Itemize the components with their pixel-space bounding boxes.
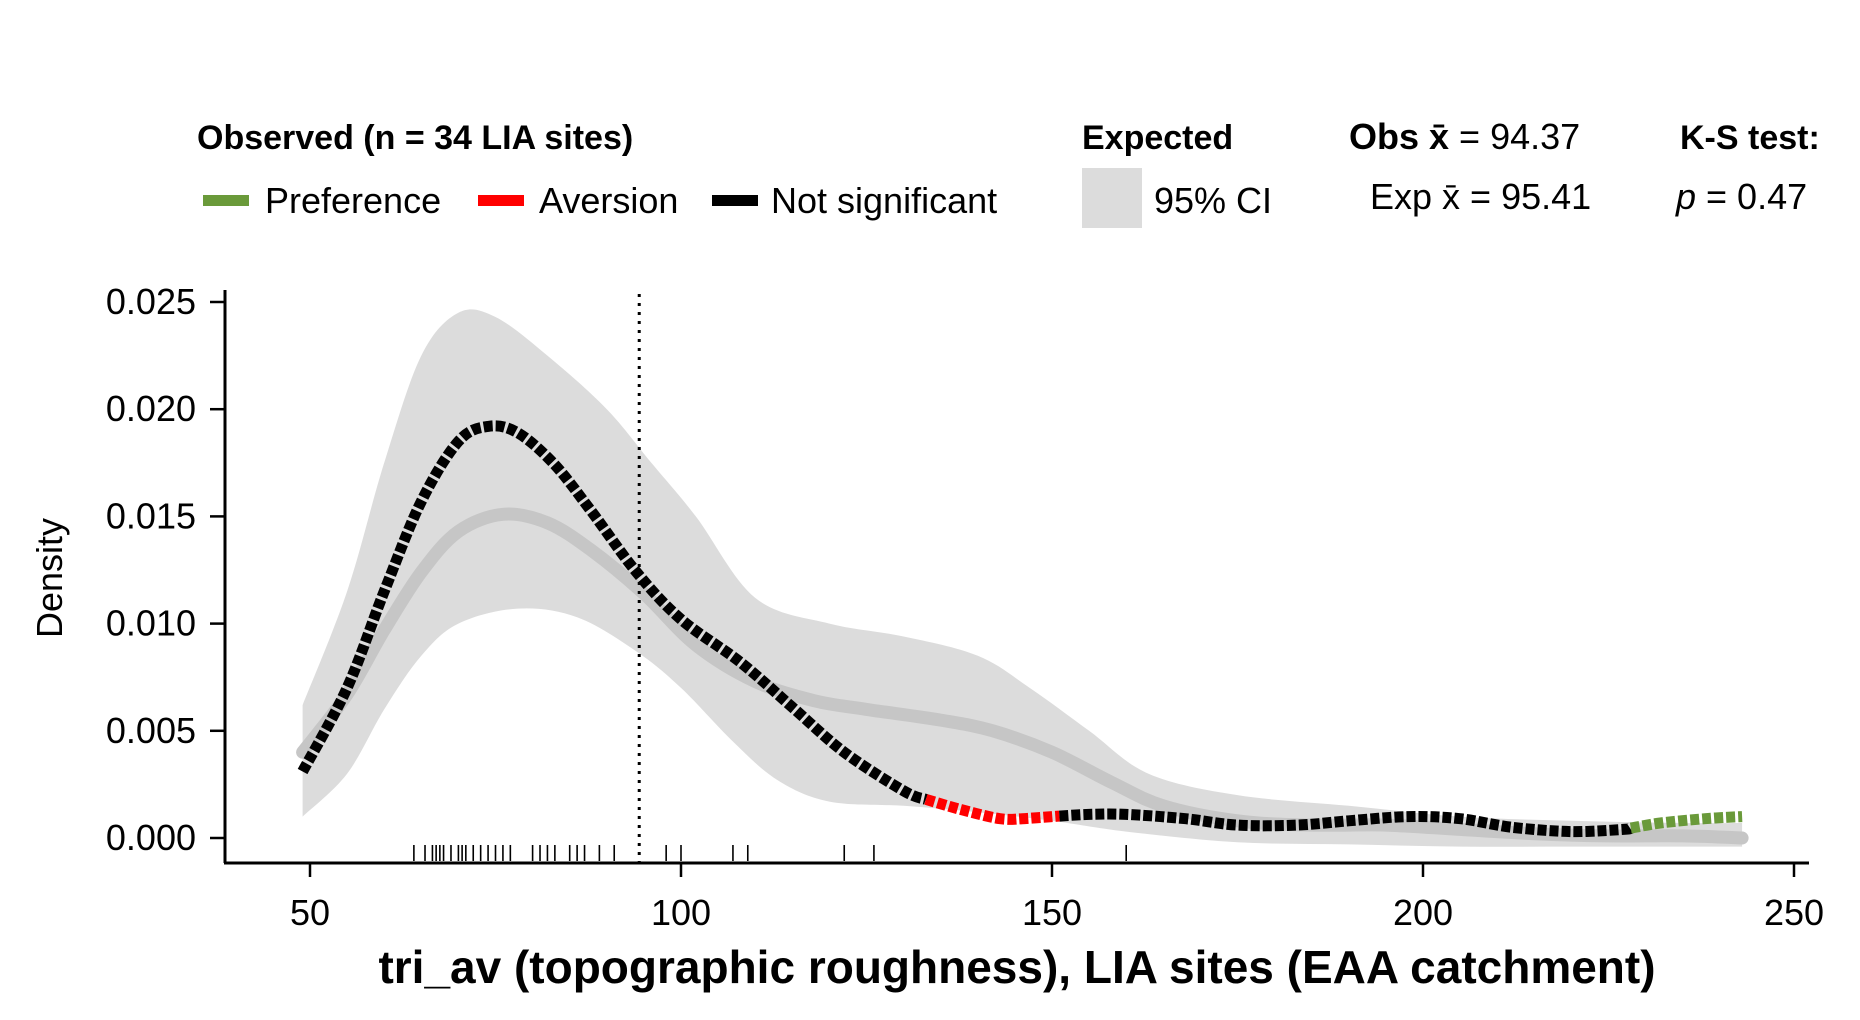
x-tick-label: 200 [1393, 892, 1453, 933]
x-tick-label: 250 [1764, 892, 1824, 933]
y-tick-label: 0.010 [106, 603, 196, 644]
legend-obs-mean: Obs x̄ = 94.37 [1349, 116, 1580, 157]
legend-aversion-swatch [478, 195, 524, 206]
plot-area: 50 100 150 200 250 0.000 0.005 0.010 0.015 0.020 0… [106, 281, 1824, 933]
legend: Observed (n = 34 LIA sites) Preference A… [197, 116, 1820, 228]
expected-line [296, 507, 1749, 845]
y-tick-label: 0.015 [106, 495, 196, 536]
ci-band [302, 309, 1743, 847]
legend-ks-p: p = 0.47 [1675, 176, 1807, 217]
x-tick-label: 100 [651, 892, 711, 933]
legend-ci-swatch [1082, 168, 1142, 228]
observed-line-not-significant-0 [297, 420, 928, 805]
y-tick-label: 0.000 [106, 817, 196, 858]
legend-not-significant-swatch [712, 195, 758, 206]
observed-line-not-significant-2 [1059, 808, 1637, 838]
y-tick-label: 0.020 [106, 388, 196, 429]
legend-exp-mean: Exp x̄ = 95.41 [1370, 176, 1591, 217]
x-axis-label: tri_av (topographic roughness), LIA site… [378, 941, 1655, 993]
legend-ks-title: K-S test: [1680, 119, 1820, 157]
x-tick-label: 150 [1022, 892, 1082, 933]
y-tick-label: 0.025 [106, 281, 196, 322]
legend-preference-swatch [203, 195, 249, 206]
legend-ci-label: 95% CI [1154, 180, 1272, 221]
y-axis-label: Density [29, 518, 70, 638]
observed-line-preference-3 [1629, 811, 1743, 834]
x-tick-label: 50 [290, 892, 330, 933]
observed-line-aversion-1 [924, 794, 1060, 825]
legend-preference-label: Preference [265, 180, 441, 221]
legend-expected-title: Expected [1082, 119, 1233, 157]
y-tick-label: 0.005 [106, 710, 196, 751]
legend-not-significant-label: Not significant [771, 180, 997, 221]
legend-observed-title: Observed (n = 34 LIA sites) [197, 119, 633, 157]
legend-aversion-label: Aversion [539, 180, 678, 221]
